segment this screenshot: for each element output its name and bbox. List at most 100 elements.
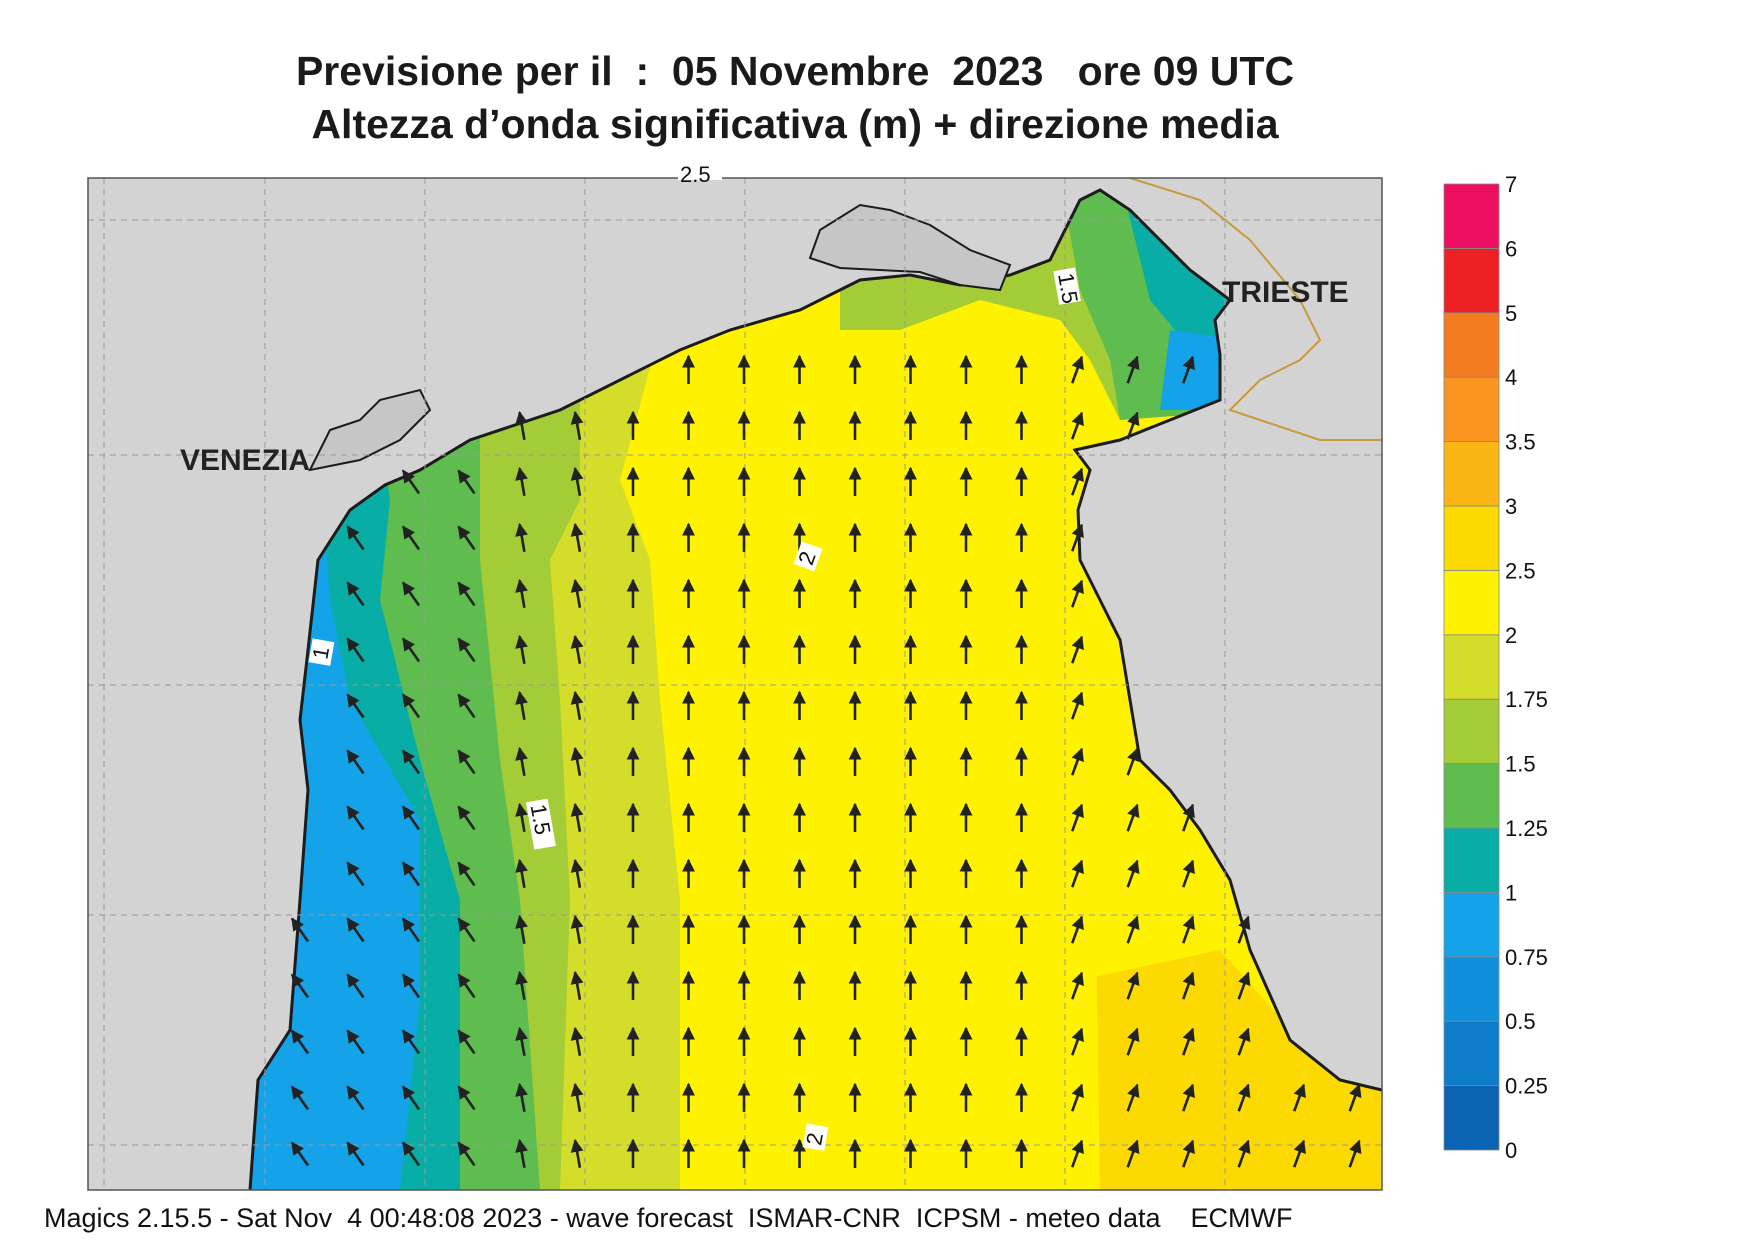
- contour-label-north-east: 1.5: [1053, 271, 1083, 305]
- direction-arrow: [346, 1141, 365, 1167]
- direction-arrow: [1070, 579, 1084, 608]
- wave-direction-arrows: [290, 354, 1362, 1169]
- direction-arrow: [457, 805, 476, 831]
- national-border: [1129, 178, 1382, 441]
- direction-arrow: [346, 973, 365, 999]
- direction-arrow: [1070, 859, 1084, 888]
- direction-arrow: [457, 917, 476, 943]
- colorbar-tick-label: 6: [1505, 236, 1517, 261]
- direction-arrow: [290, 973, 310, 999]
- colorbar-swatch: [1443, 763, 1500, 829]
- direction-arrow: [401, 805, 421, 831]
- direction-arrow: [1126, 1139, 1140, 1168]
- direction-arrow: [346, 861, 365, 887]
- direction-arrow: [401, 973, 421, 999]
- colorbar-swatch: [1443, 892, 1500, 958]
- direction-arrow: [515, 634, 529, 665]
- direction-arrow: [515, 914, 529, 945]
- direction-arrow: [1126, 1083, 1140, 1112]
- direction-arrow: [1126, 355, 1140, 384]
- direction-arrow: [401, 1085, 421, 1111]
- direction-arrow: [570, 410, 584, 441]
- direction-arrow: [515, 578, 529, 609]
- direction-arrow: [1126, 859, 1140, 888]
- direction-arrow: [515, 802, 529, 833]
- footer-credits: Magics 2.15.5 - Sat Nov 4 00:48:08 2023 …: [44, 1203, 1293, 1233]
- direction-arrow: [1070, 1083, 1084, 1112]
- direction-arrow: [1070, 411, 1084, 440]
- direction-arrow: [457, 861, 476, 887]
- direction-arrow: [346, 581, 365, 607]
- colorbar-swatch: [1443, 312, 1500, 378]
- direction-arrow: [1070, 915, 1084, 944]
- direction-arrow: [1070, 803, 1084, 832]
- direction-arrow: [290, 1029, 310, 1055]
- direction-arrow: [1070, 523, 1084, 552]
- colorbar-swatch: [1443, 827, 1500, 893]
- colorbar-swatch: [1443, 376, 1500, 443]
- direction-arrow: [401, 1141, 421, 1167]
- direction-arrow: [401, 1029, 421, 1055]
- direction-arrow: [457, 973, 476, 999]
- direction-arrow: [1292, 1083, 1306, 1112]
- colorbar-legend: 0 0.25 0.5 0.75 1 1.25 1.5 1.75 2 2.5 3 3.5 4 5 6 7: [1443, 172, 1548, 1163]
- direction-arrow: [401, 861, 421, 887]
- grado-lagoon: [808, 203, 1012, 292]
- direction-arrow: [401, 917, 421, 943]
- direction-arrow: [570, 1138, 584, 1169]
- direction-arrow: [1070, 747, 1084, 776]
- colorbar-tick-label: 1.75: [1505, 687, 1548, 712]
- colorbar-swatch: [1443, 634, 1500, 700]
- contour-label-lower-mid: 2: [801, 1131, 828, 1147]
- city-label-trieste: TRIESTE: [1222, 276, 1349, 309]
- direction-arrow: [457, 693, 476, 719]
- direction-arrow: [1126, 915, 1140, 944]
- direction-arrow: [570, 466, 584, 497]
- direction-arrow: [457, 749, 476, 775]
- direction-arrow: [401, 749, 421, 775]
- direction-arrow: [457, 581, 476, 607]
- direction-arrow: [346, 1029, 365, 1055]
- direction-arrow: [1181, 915, 1195, 944]
- direction-arrow: [515, 970, 529, 1001]
- colorbar-tick-label: 3.5: [1505, 430, 1536, 455]
- colorbar-swatch: [1443, 247, 1500, 314]
- contour-label-left: 1: [307, 645, 334, 661]
- map-area: [88, 178, 1382, 1190]
- colorbar-tick-label: 7: [1505, 172, 1517, 197]
- direction-arrow: [401, 525, 421, 551]
- direction-arrow: [1070, 467, 1084, 496]
- contour-labels: 2.5 2 2 1 1.5 1.5: [307, 162, 1083, 1151]
- direction-arrow: [401, 693, 421, 719]
- colorbar-swatch: [1443, 698, 1500, 765]
- colorbar-tick-label: 4: [1505, 365, 1517, 390]
- direction-arrow: [401, 637, 421, 663]
- direction-arrow: [570, 970, 584, 1001]
- colorbar-tick-label: 0.75: [1505, 945, 1548, 970]
- direction-arrow: [515, 410, 529, 441]
- direction-arrow: [515, 522, 529, 553]
- colorbar-swatch: [1443, 956, 1500, 1022]
- coastline: [248, 188, 1382, 1190]
- direction-arrow: [1070, 355, 1084, 384]
- direction-arrow: [515, 746, 529, 777]
- direction-arrow: [1237, 1083, 1251, 1112]
- direction-arrow: [457, 637, 476, 663]
- direction-arrow: [1126, 803, 1140, 832]
- direction-arrow: [515, 1082, 529, 1113]
- colorbar-tick-label: 2.5: [1505, 558, 1536, 583]
- direction-arrow: [570, 802, 584, 833]
- colorbar-tick-label: 0.25: [1505, 1074, 1548, 1099]
- map-frame: [87, 177, 1383, 1191]
- direction-arrow: [1070, 1027, 1084, 1056]
- contour-label-top: 2.5: [680, 162, 711, 187]
- colorbar-swatch: [1443, 570, 1500, 636]
- direction-arrow: [1181, 1083, 1195, 1112]
- direction-arrow: [515, 690, 529, 721]
- direction-arrow: [1181, 803, 1195, 832]
- direction-arrow: [457, 469, 476, 495]
- direction-arrow: [570, 578, 584, 609]
- direction-arrow: [346, 749, 365, 775]
- direction-arrow: [1070, 1139, 1084, 1168]
